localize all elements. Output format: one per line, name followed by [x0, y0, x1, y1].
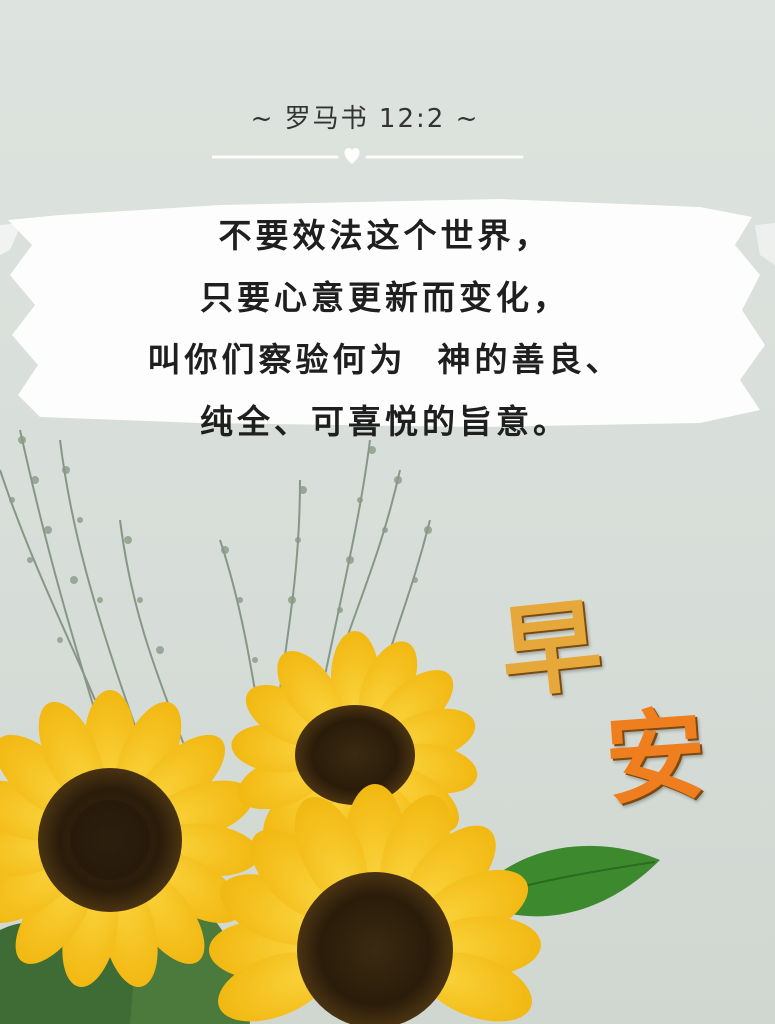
verse-text: 不要效法这个世界， 只要心意更新而变化， 叫你们察验何为 神的善良、 纯全、可喜… — [40, 205, 730, 453]
greeting-char-early: 早 — [494, 585, 607, 713]
verse-line: 叫你们察验何为 神的善良、 — [147, 340, 623, 379]
verse-line: 只要心意更新而变化， — [200, 278, 570, 317]
heart-icon — [344, 148, 360, 164]
brush-stroke — [0, 199, 775, 427]
verse-reference: ~ 罗马书 12:2 ~ — [250, 104, 480, 134]
verse-line: 纯全、可喜悦的旨意。 — [200, 402, 570, 441]
verse-line: 不要效法这个世界， — [218, 216, 552, 255]
sunflower — [0, 690, 260, 987]
heart-divider — [212, 148, 524, 164]
sunflower — [209, 784, 541, 1024]
greeting-char-peace: 安 — [601, 694, 710, 820]
